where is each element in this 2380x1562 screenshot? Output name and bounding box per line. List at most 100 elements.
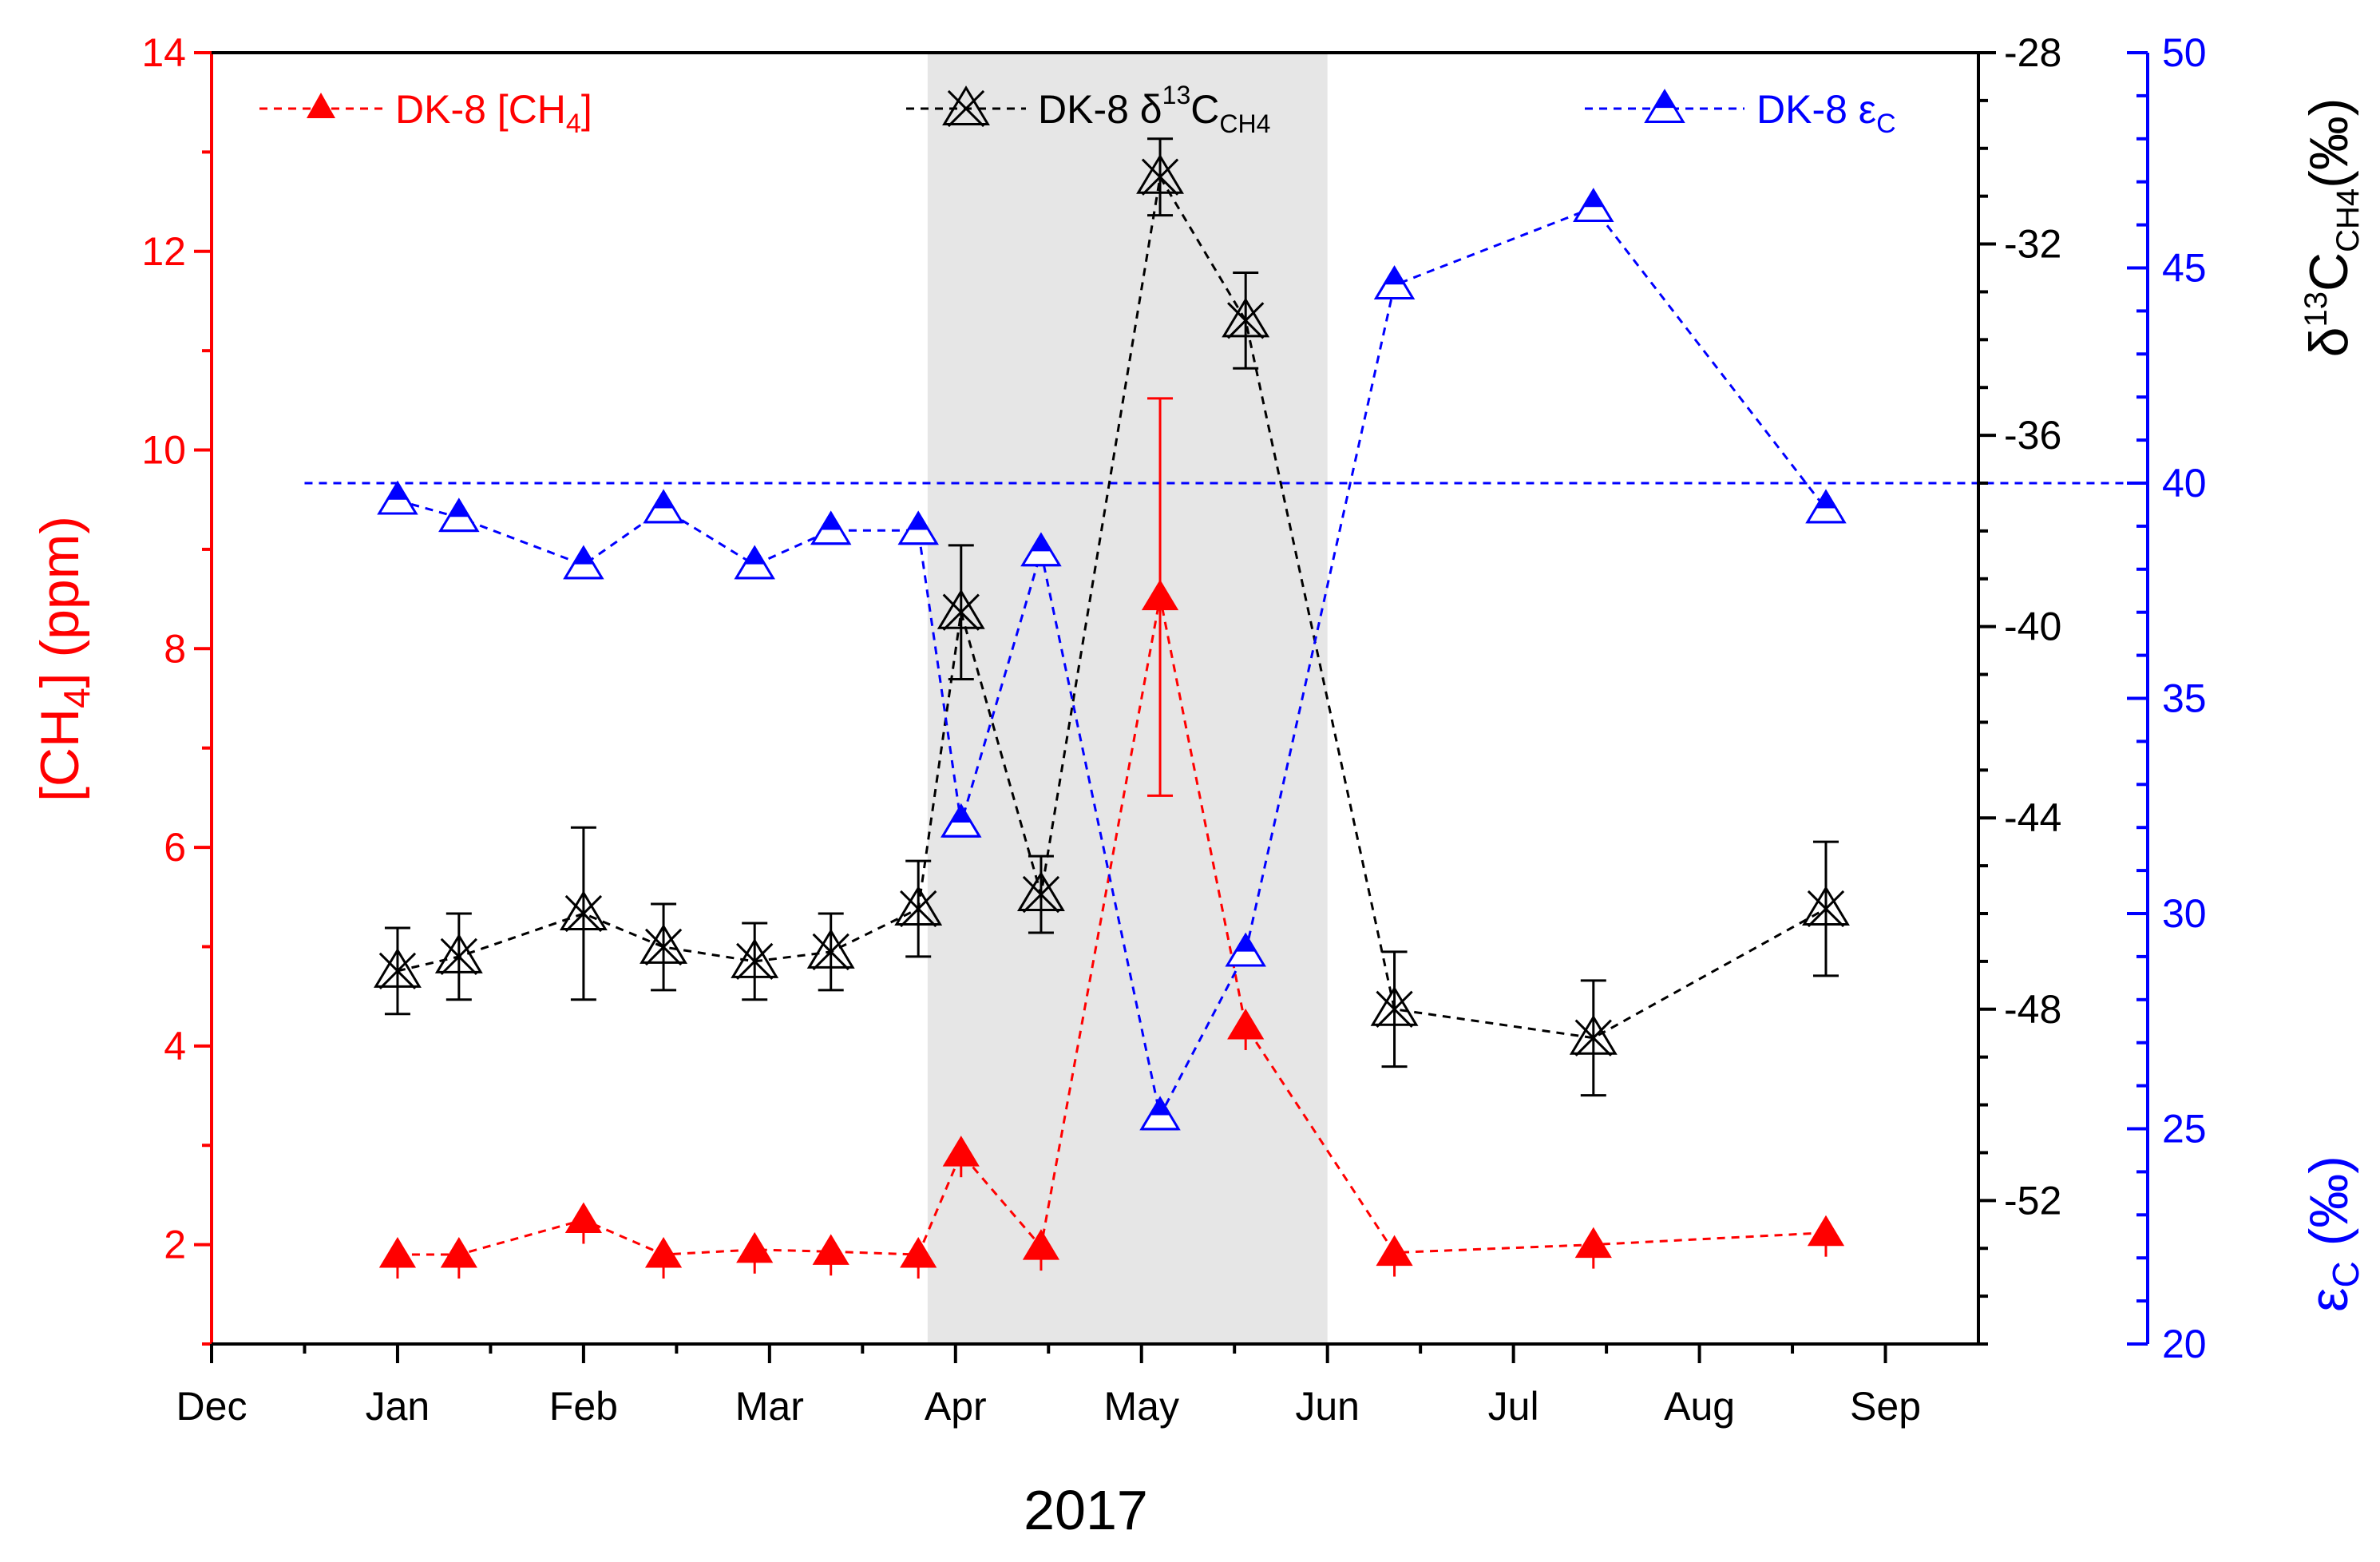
d13c-point	[894, 886, 943, 928]
marker-cross-b	[1574, 1019, 1612, 1057]
series-d13c-group	[373, 137, 1850, 1097]
left-tick-label: 4	[164, 1024, 186, 1068]
month-tick-label: Jun	[1295, 1384, 1360, 1429]
left-axis-title: [CH4] (ppm)	[30, 516, 97, 802]
month-tick-label: Jan	[366, 1384, 430, 1429]
d13c-point	[731, 938, 779, 981]
legend-ch4: DK-8 [CH4]	[259, 87, 592, 139]
d13c-point	[559, 890, 608, 933]
legend-ch4-label: DK-8 [CH4]	[395, 87, 592, 139]
marker-cross-b	[440, 938, 477, 976]
month-tick-label: Mar	[735, 1384, 804, 1429]
marker-fill	[653, 491, 674, 509]
ch4-point	[1807, 1215, 1845, 1247]
month-tick-label: May	[1104, 1384, 1179, 1429]
right-outer-tick-label: 45	[2162, 246, 2207, 291]
series-ch4-group	[378, 397, 1845, 1279]
ch4-point	[440, 1237, 477, 1268]
eps-point	[941, 803, 982, 838]
month-tick-label: Aug	[1664, 1384, 1735, 1429]
marker-triangle	[1802, 886, 1850, 926]
marker-fill	[821, 513, 842, 530]
left-tick-label: 8	[164, 626, 186, 671]
marker-cross-b	[736, 942, 774, 981]
left-tick-label: 10	[141, 428, 186, 473]
series-d13c-line	[397, 173, 1827, 1040]
right-inner-tick-label: -52	[2004, 1178, 2061, 1223]
marker-cross-b	[812, 933, 849, 971]
month-tick-label: Apr	[925, 1384, 987, 1429]
marker-triangle	[806, 928, 855, 969]
marker-triangle	[373, 947, 422, 988]
legend-d13c: DK-8 δ13CCH4	[906, 81, 1270, 138]
eps-point	[563, 545, 604, 580]
d13c-point	[373, 947, 422, 990]
eps-point	[1020, 532, 1062, 567]
marker-fill	[573, 547, 594, 565]
ch4-point	[644, 1237, 683, 1268]
marker-triangle	[434, 933, 483, 973]
marker-fill	[449, 500, 469, 517]
marker-triangle	[640, 924, 688, 964]
marker-triangle	[942, 85, 990, 125]
d13c-point	[1136, 153, 1184, 196]
marker-fill	[744, 547, 765, 565]
right-outer-axis-title: εC (‰)	[2299, 1156, 2366, 1312]
left-axis-ch4: 2 4 6 8 10 12 14	[141, 30, 213, 1346]
marker-triangle	[937, 589, 985, 629]
marker-fill	[1654, 91, 1675, 109]
eps-point	[643, 489, 684, 524]
marker-triangle	[1370, 985, 1419, 1026]
marker-cross-b	[1141, 158, 1179, 196]
legend-eps: DK-8 εC	[1585, 87, 1896, 139]
right-outer-tick-label: 20	[2162, 1322, 2207, 1366]
month-tick-label: Feb	[549, 1384, 618, 1429]
d13c-point	[1016, 871, 1065, 914]
month-tick-label: Sep	[1850, 1384, 1921, 1429]
marker-fill	[1235, 934, 1256, 952]
ch4-point	[1227, 1008, 1265, 1040]
right-inner-tick-label: -36	[2004, 413, 2061, 458]
legend-eps-marker	[1644, 89, 1685, 123]
marker-cross-b	[1022, 875, 1060, 914]
marker-cross-b	[378, 952, 417, 990]
right-outer-tick-label: 25	[2162, 1107, 2207, 1152]
series-eps-group	[377, 188, 1847, 1131]
marker-triangle	[1222, 297, 1270, 338]
marker-triangle	[894, 886, 943, 926]
shaded-region	[927, 53, 1328, 1344]
series-eps-line	[397, 206, 1828, 1120]
ch4-point	[736, 1231, 774, 1263]
marker-triangle	[1136, 153, 1184, 194]
x-axis-title: 2017	[1024, 1479, 1148, 1541]
right-outer-tick-label: 35	[2162, 676, 2207, 721]
right-inner-tick-label: -28	[2004, 30, 2061, 75]
marker-fill	[951, 805, 972, 823]
bottom-axis-months: Dec Jan Feb Mar Apr May Jun Jul Aug Sep	[176, 1342, 1978, 1429]
marker-fill	[908, 513, 929, 530]
eps-point	[1373, 265, 1416, 300]
legend-ch4-marker	[307, 93, 335, 118]
legend-eps-symbol	[1644, 89, 1685, 123]
d13c-point	[1802, 886, 1850, 928]
marker-fill	[1031, 534, 1051, 552]
right-inner-tick-label: -48	[2004, 987, 2061, 1032]
marker-cross-b	[1807, 890, 1845, 928]
eps-point	[1573, 188, 1614, 223]
month-tick-label: Dec	[176, 1384, 248, 1429]
eps-point	[1805, 489, 1847, 524]
marker-cross-b	[942, 593, 980, 631]
marker-cross-b	[1227, 302, 1265, 339]
ch4-point	[1574, 1227, 1612, 1259]
marker-cross-b	[1376, 990, 1413, 1028]
d13c-point	[937, 589, 985, 631]
marker-cross-b	[564, 894, 603, 933]
left-tick-label: 6	[164, 825, 186, 870]
right-inner-tick-label: -40	[2004, 605, 2061, 649]
marker-cross-b	[644, 928, 683, 966]
ch4-point	[1376, 1235, 1413, 1267]
left-tick-label: 2	[164, 1223, 186, 1267]
eps-point	[1139, 1096, 1181, 1131]
